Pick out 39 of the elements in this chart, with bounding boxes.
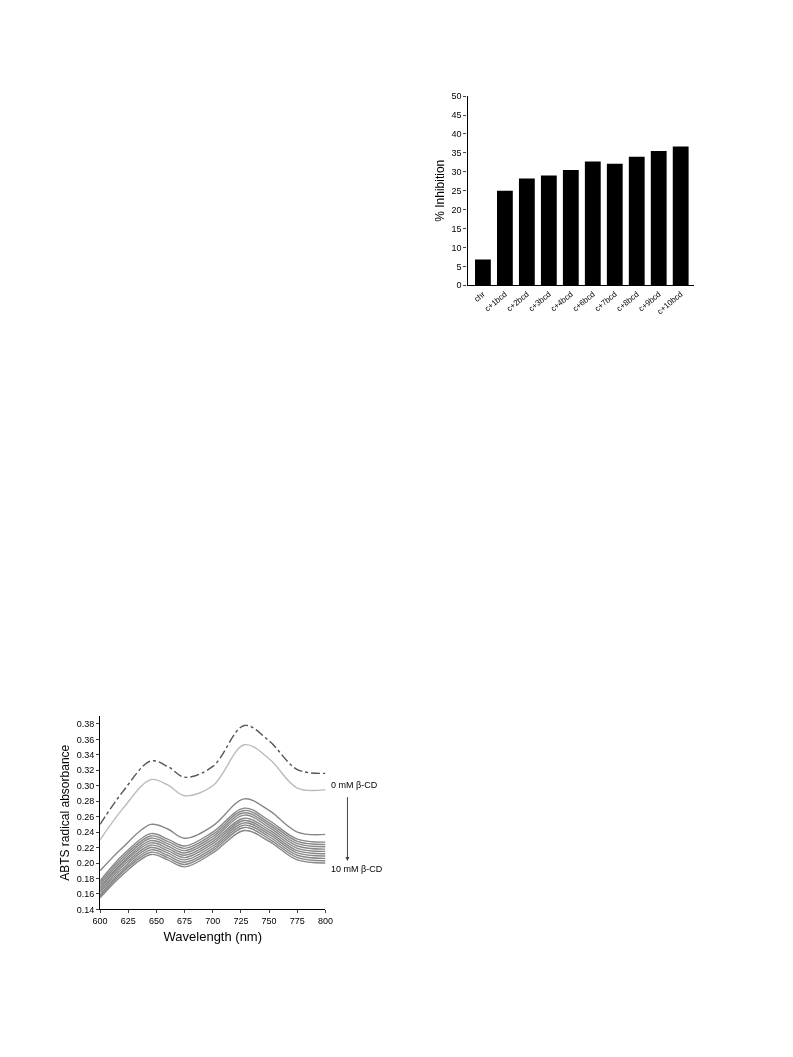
y-tick-label: 10 <box>451 242 462 253</box>
x-tick-label: 775 <box>289 916 305 927</box>
y-tick-label: 0.28 <box>76 796 95 807</box>
y-tick-label: 50 <box>451 91 462 102</box>
y-axis-title: % Inhibition <box>432 159 447 222</box>
y-tick-label: 0.16 <box>76 889 95 900</box>
y-tick-label: 5 <box>456 261 462 272</box>
y-tick-label: 0.38 <box>76 719 95 730</box>
y-tick-label: 35 <box>451 148 462 159</box>
y-tick-label: 0.30 <box>76 780 95 791</box>
y-tick-label: 45 <box>451 110 462 121</box>
x-tick-label: 600 <box>92 916 108 927</box>
y-axis-title: ABTS radical absorbance <box>57 744 72 881</box>
x-tick-label: 675 <box>177 916 193 927</box>
x-tick-label: chr <box>472 289 488 304</box>
y-tick-label: 25 <box>451 185 462 196</box>
x-axis-title: Wavelength (nm) <box>163 928 263 944</box>
y-tick-label: 0.18 <box>76 873 95 884</box>
text: 10 mM β-CD <box>331 864 383 874</box>
y-tick-label: 0.20 <box>76 858 95 869</box>
y-tick-label: 0.14 <box>76 904 95 915</box>
y-tick-label: 40 <box>451 129 462 140</box>
y-tick-label: 0.26 <box>76 811 95 822</box>
x-tick-label: 650 <box>148 916 164 927</box>
y-tick-label: 0.34 <box>76 749 95 760</box>
x-tick-label: 750 <box>261 916 277 927</box>
y-tick-label: 0.22 <box>76 842 95 853</box>
text: 0 mM β-CD <box>331 780 378 790</box>
y-tick-label: 15 <box>451 223 462 234</box>
x-tick-label: 725 <box>233 916 249 927</box>
y-tick-label: 0.24 <box>76 827 95 838</box>
x-tick-label: 700 <box>205 916 221 927</box>
x-tick-label: 625 <box>120 916 136 927</box>
y-tick-label: 0.36 <box>76 734 95 745</box>
y-tick-label: 0 <box>456 280 462 291</box>
y-tick-label: 30 <box>451 166 462 177</box>
x-tick-label: 800 <box>317 916 333 927</box>
y-tick-label: 0.32 <box>76 765 95 776</box>
y-tick-label: 20 <box>451 204 462 215</box>
